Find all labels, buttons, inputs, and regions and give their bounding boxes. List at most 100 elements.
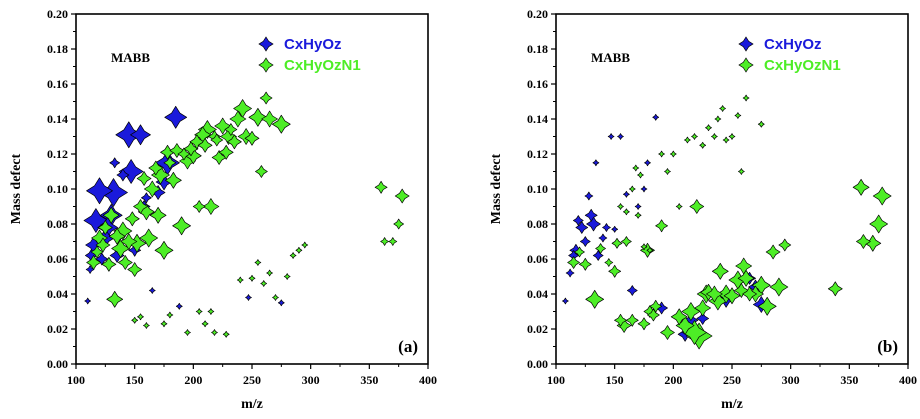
data-point: [611, 237, 623, 249]
data-point: [197, 137, 213, 153]
data-point: [640, 185, 648, 193]
data-point: [124, 211, 140, 227]
data-point: [617, 203, 624, 210]
data-point: [254, 259, 262, 266]
data-point: [562, 297, 569, 305]
data-point: [261, 110, 278, 128]
legend-marker: [738, 36, 754, 52]
data-point: [149, 206, 167, 224]
sample-annotation: MABB: [591, 50, 630, 65]
data-point: [380, 237, 389, 246]
data-point: [617, 133, 624, 140]
y-tick-label: 0.16: [527, 77, 548, 91]
y-tick-label: 0.00: [47, 357, 68, 371]
data-point: [598, 233, 608, 243]
data-point: [90, 245, 104, 259]
data-point: [778, 238, 792, 252]
data-point: [757, 120, 765, 128]
data-point: [201, 320, 209, 328]
data-point: [109, 157, 121, 169]
y-tick-label: 0.12: [47, 147, 68, 161]
data-point: [218, 144, 234, 160]
data-point: [248, 107, 268, 127]
data-point: [139, 228, 159, 248]
data-point: [192, 200, 206, 213]
x-tick-label: 250: [723, 373, 741, 387]
data-point: [567, 256, 580, 269]
data-point: [245, 294, 252, 301]
data-point: [742, 94, 750, 102]
data-point: [169, 143, 185, 158]
data-point: [852, 178, 870, 196]
data-point: [95, 252, 109, 266]
data-point: [154, 240, 174, 260]
legend: CxHyOz CxHyOzN1: [738, 36, 841, 74]
data-point: [136, 171, 152, 186]
data-point: [856, 234, 871, 249]
data-point: [116, 168, 130, 182]
data-point: [97, 220, 113, 235]
data-point: [769, 277, 789, 297]
x-tick-label: 300: [782, 373, 800, 387]
data-point: [757, 296, 777, 316]
data-point: [611, 225, 619, 233]
data-point: [634, 203, 642, 210]
data-point: [131, 316, 139, 324]
data-point: [584, 208, 598, 222]
panel-label: (b): [877, 337, 898, 356]
data-point: [210, 133, 224, 147]
data-point: [572, 215, 584, 226]
data-point: [684, 136, 691, 144]
data-point: [869, 214, 889, 234]
plot-frame: [75, 13, 429, 365]
series-cxhyozn1: [567, 94, 892, 350]
y-tick-label: 0.04: [47, 287, 68, 301]
data-point: [244, 130, 260, 146]
data-point: [117, 255, 133, 270]
y-tick-label: 0.06: [47, 252, 68, 266]
data-point: [623, 190, 630, 198]
legend-marker: [258, 36, 274, 52]
data-point: [141, 192, 152, 204]
y-tick-label: 0.18: [47, 42, 68, 56]
data-point: [85, 265, 95, 274]
data-point: [637, 317, 651, 331]
data-point: [301, 241, 309, 249]
plot-frame: [555, 13, 909, 365]
data-point: [737, 269, 755, 287]
data-point: [595, 243, 606, 254]
data-point: [224, 123, 238, 136]
x-tick-label: 400: [899, 373, 917, 387]
y-tick-label: 0.20: [47, 7, 68, 21]
y-tick-label: 0.06: [527, 252, 548, 266]
y-tick-label: 0.12: [527, 147, 548, 161]
x-tick-label: 400: [419, 373, 437, 387]
data-point: [102, 206, 120, 224]
x-tick-label: 200: [664, 373, 682, 387]
data-point: [734, 112, 742, 119]
data-point: [592, 159, 600, 167]
y-tick-label: 0.10: [527, 182, 548, 196]
series-cxhyoz: [562, 113, 770, 342]
data-point: [222, 330, 230, 338]
data-point: [266, 269, 273, 277]
x-tick-label: 100: [67, 373, 85, 387]
data-point: [652, 113, 660, 121]
y-tick-label: 0.02: [527, 322, 548, 336]
sample-annotation: MABB: [111, 50, 150, 65]
data-point: [719, 105, 726, 112]
y-tick-label: 0.10: [47, 182, 68, 196]
y-tick-label: 0.08: [47, 217, 68, 231]
data-point: [625, 313, 639, 327]
data-point: [211, 150, 227, 165]
data-point: [608, 264, 622, 278]
data-point: [565, 268, 575, 278]
data-point: [575, 221, 589, 234]
data-point: [607, 133, 615, 140]
data-point: [675, 203, 683, 210]
data-point: [172, 216, 191, 236]
x-tick-label: 150: [126, 373, 144, 387]
data-point: [649, 299, 663, 313]
data-point: [388, 237, 398, 246]
